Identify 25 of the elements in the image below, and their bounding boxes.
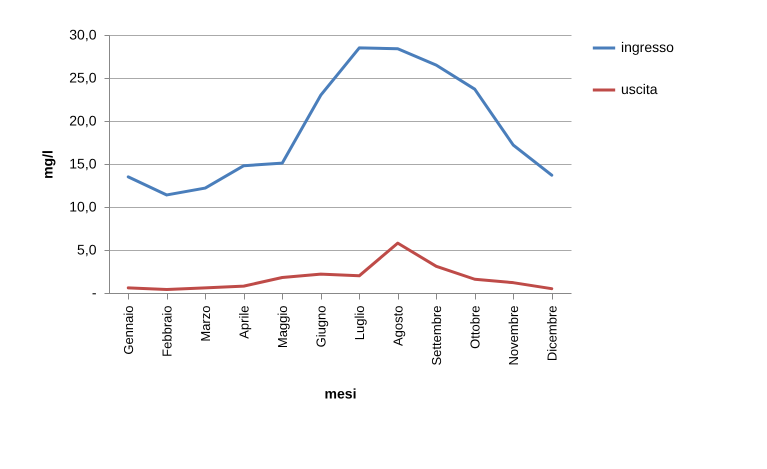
line-series: [126, 242, 554, 292]
x-tick-label: Gennaio: [120, 306, 136, 355]
x-tick-label: Novembre: [506, 306, 521, 366]
y-axis-title: mg/l: [39, 150, 56, 179]
y-tick-label: 10,0: [69, 198, 97, 214]
x-tick-label: Giugno: [313, 306, 328, 348]
line-series: [126, 46, 554, 196]
x-tick-label: Settembre: [428, 306, 444, 366]
legend-label: ingresso: [621, 39, 674, 55]
x-tick-label: Dicembre: [544, 306, 560, 362]
x-tick-label: Febbraio: [159, 306, 174, 357]
x-axis-title: mesi: [324, 385, 356, 402]
x-tick-label: Marzo: [198, 306, 213, 342]
y-tick-label: -: [92, 284, 97, 300]
x-tick-label: Aprile: [236, 306, 252, 339]
y-tick-label: 5,0: [77, 242, 97, 258]
legend-label: uscita: [621, 81, 658, 97]
y-tick-label: 30,0: [69, 26, 97, 42]
x-tick-label: Agosto: [390, 306, 406, 346]
x-tick-label: Maggio: [274, 306, 290, 348]
x-tick-label: Luglio: [352, 306, 367, 340]
y-tick-label: 25,0: [69, 70, 97, 86]
y-tick-label: 15,0: [69, 156, 97, 172]
y-tick-label: 20,0: [69, 112, 97, 128]
x-tick-label: Ottobre: [467, 306, 482, 349]
